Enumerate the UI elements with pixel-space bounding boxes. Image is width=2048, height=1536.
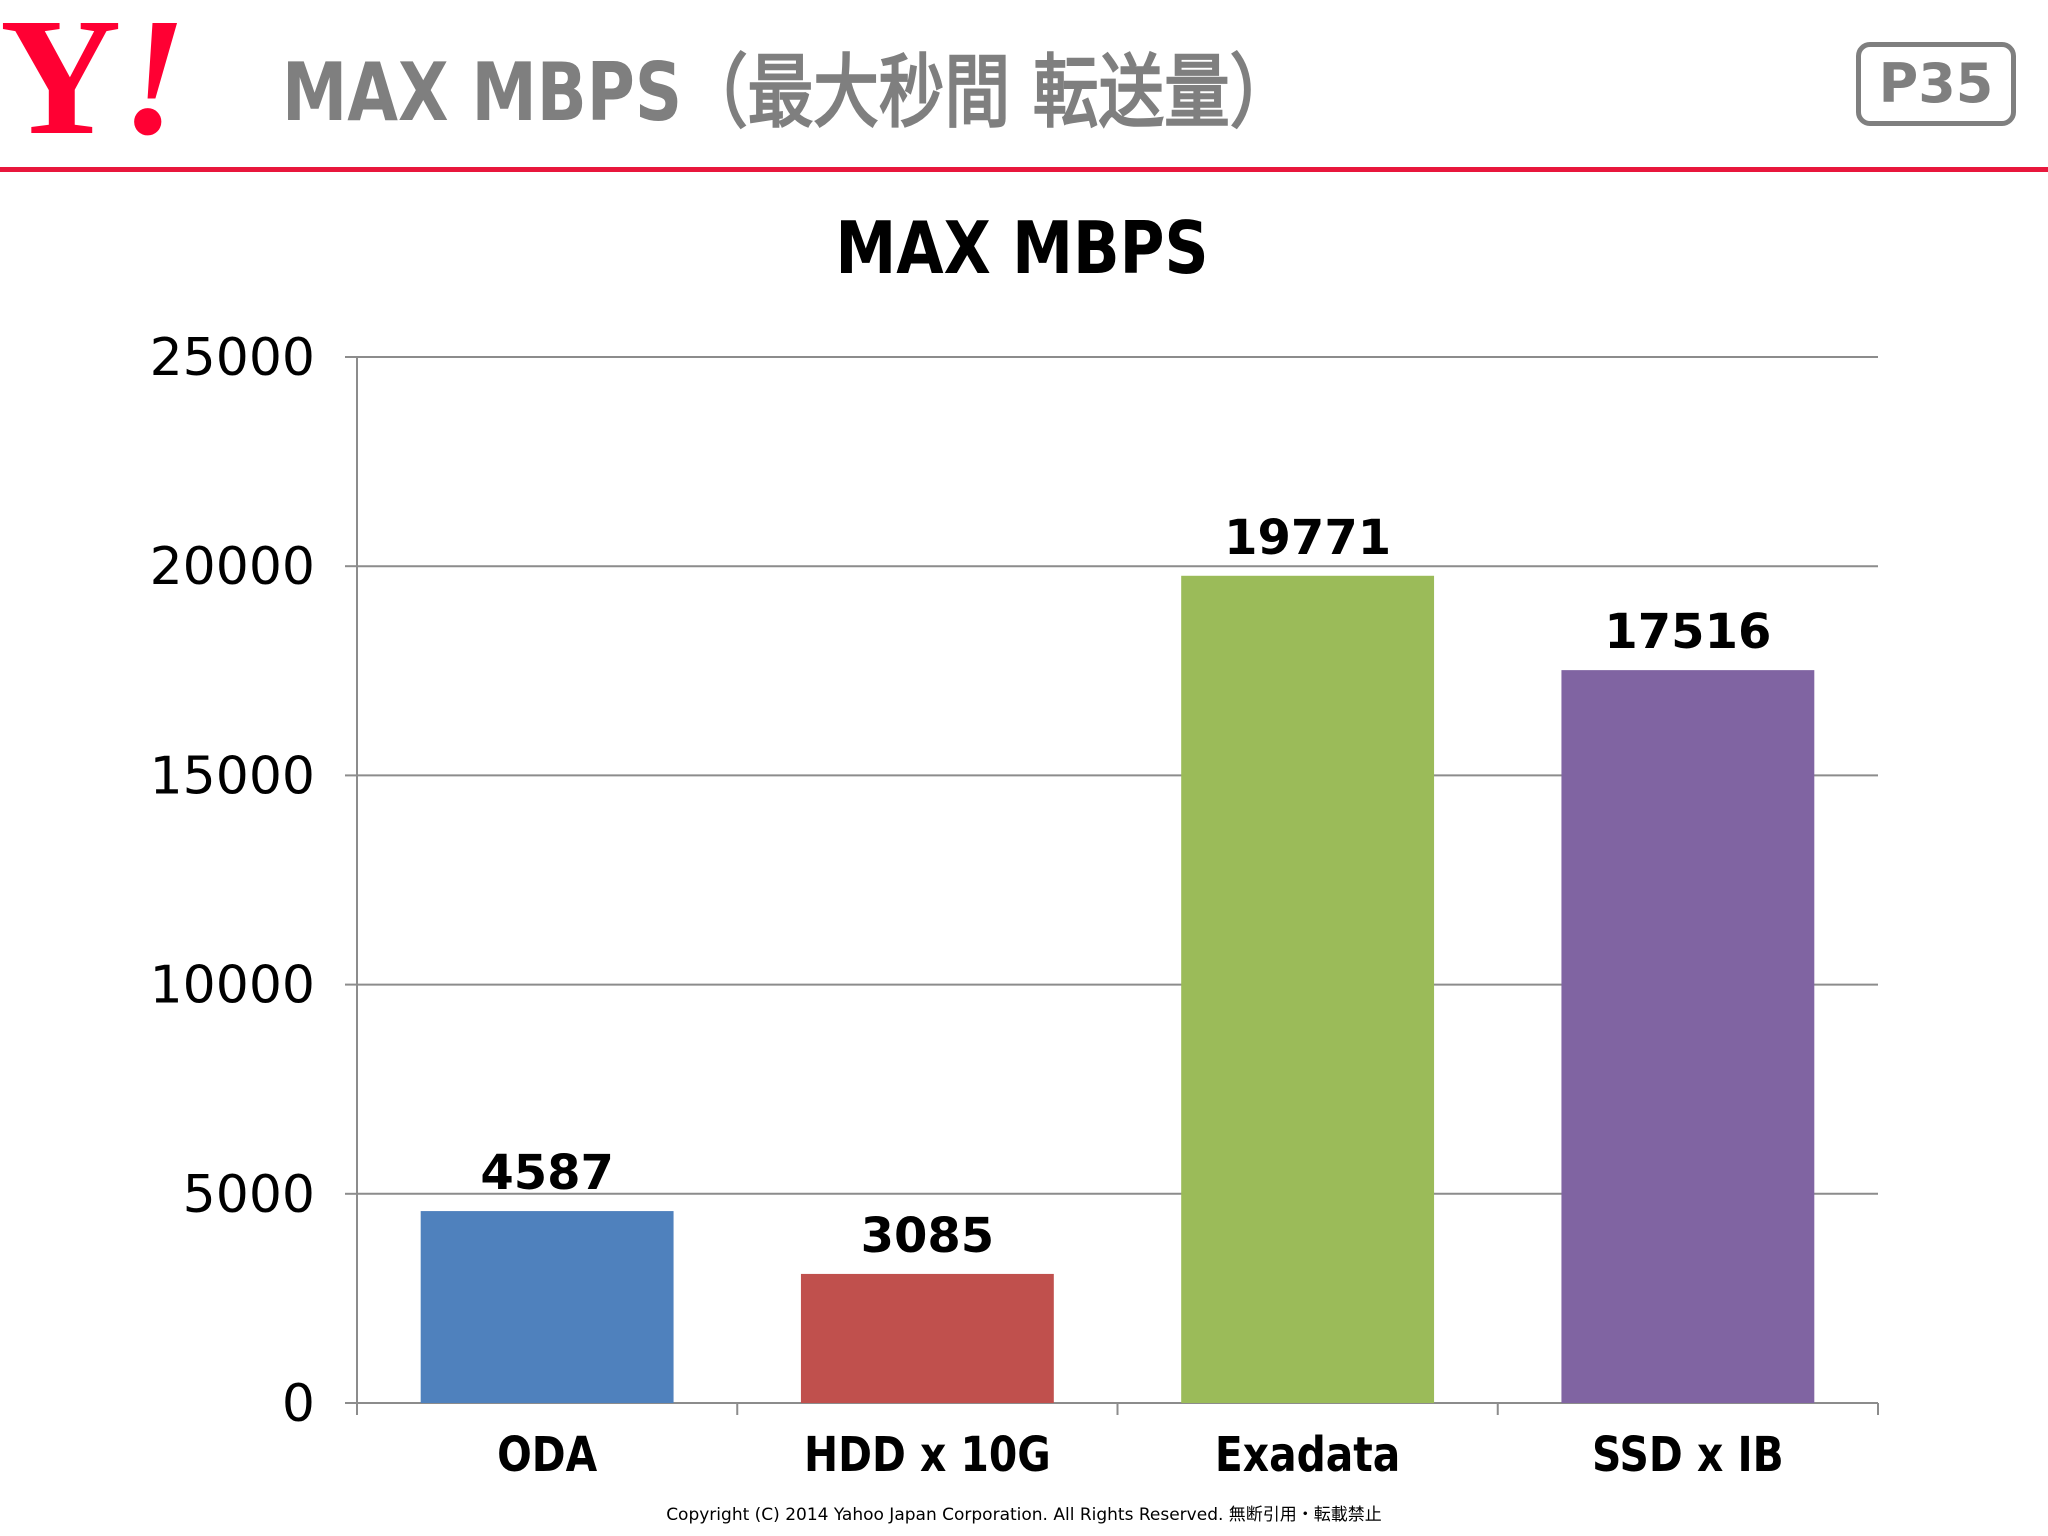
copyright-footer: Copyright (C) 2014 Yahoo Japan Corporati… xyxy=(666,1505,1382,1525)
y-tick-label: 25000 xyxy=(150,328,315,388)
bar xyxy=(420,1211,674,1403)
y-tick-label: 15000 xyxy=(150,746,315,806)
bar xyxy=(800,1273,1054,1403)
category-label: SSD x IB xyxy=(1592,1427,1784,1483)
data-label: 3085 xyxy=(861,1208,995,1264)
chart-title: MAX MBPS xyxy=(835,206,1208,290)
category-label: Exadata xyxy=(1215,1427,1400,1483)
y-tick-label: 0 xyxy=(282,1374,315,1434)
yahoo-logo: Y! xyxy=(0,0,265,170)
logo-letter: Y xyxy=(0,0,121,170)
category-label: ODA xyxy=(497,1427,598,1483)
y-tick-label: 10000 xyxy=(150,956,315,1016)
x-axis-ticks: ODA HDD x 10G Exadata SSD x IB xyxy=(497,1427,1784,1483)
header-divider xyxy=(0,167,2048,172)
page-number-badge: P35 xyxy=(1856,42,2016,126)
y-tick-label: 5000 xyxy=(183,1165,315,1225)
bar xyxy=(1181,575,1435,1403)
y-axis-ticks: 0 5000 10000 15000 20000 25000 xyxy=(150,328,315,1434)
logo-exclamation: ! xyxy=(121,0,186,170)
bar-chart: MAX MBPS 4587 3085 19771 17516 0 5000 10000 15… xyxy=(150,206,1879,1483)
category-label: HDD x 10G xyxy=(804,1427,1051,1483)
y-tick-label: 20000 xyxy=(150,537,315,597)
bar xyxy=(1561,670,1815,1403)
chart-bars xyxy=(420,575,1815,1403)
slide-title: MAX MBPS（最大秒間 転送量） xyxy=(282,46,1296,139)
slide-header: Y! MAX MBPS（最大秒間 転送量） P35 xyxy=(0,0,2048,175)
chart-data-labels: 4587 3085 19771 17516 xyxy=(480,510,1771,1264)
data-label: 4587 xyxy=(480,1145,614,1201)
data-label: 17516 xyxy=(1604,604,1771,660)
data-label: 19771 xyxy=(1224,510,1391,566)
